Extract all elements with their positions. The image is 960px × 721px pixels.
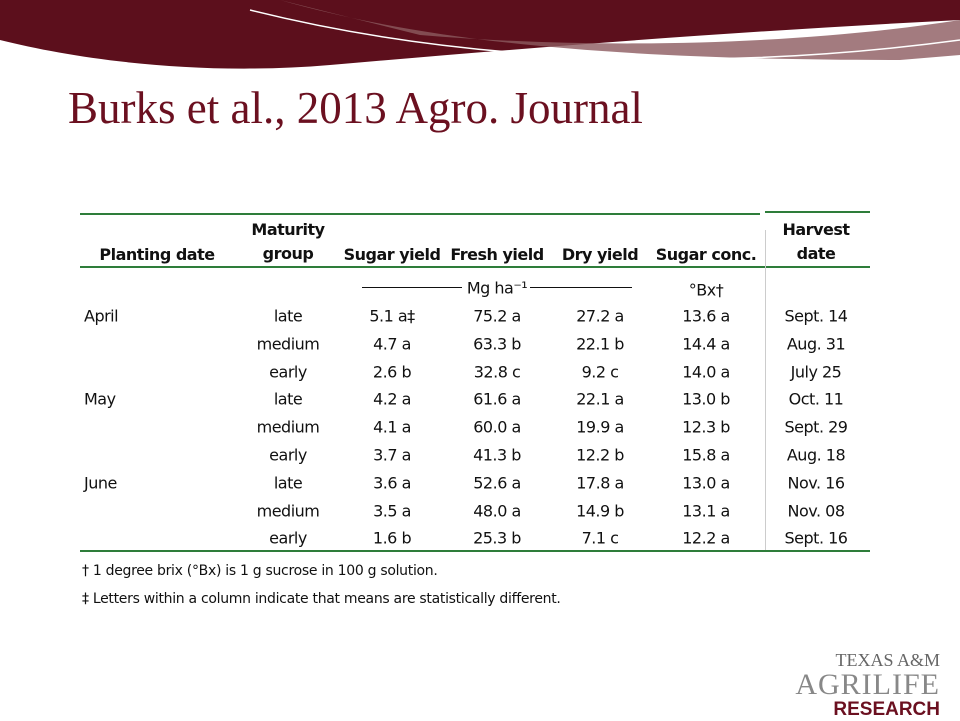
cell: 25.3 b xyxy=(473,528,521,548)
cell: 2.6 b xyxy=(372,362,412,382)
cell: early xyxy=(269,362,307,382)
cell: Sept. 29 xyxy=(784,417,848,437)
cell: 3.6 a xyxy=(373,473,411,493)
cell: 4.1 a xyxy=(373,417,411,437)
rule xyxy=(765,230,766,550)
column-header: Maturity group xyxy=(251,220,325,263)
cell: 63.3 b xyxy=(473,334,521,354)
cell: 75.2 a xyxy=(473,306,521,326)
cell: Nov. 16 xyxy=(787,473,845,493)
cell: 13.0 b xyxy=(682,389,730,409)
cell: 3.5 a xyxy=(373,501,411,521)
cell: late xyxy=(273,389,303,409)
planting-date: June xyxy=(84,473,117,493)
cell: 14.0 a xyxy=(682,362,730,382)
cell: 27.2 a xyxy=(576,306,624,326)
cell: 4.7 a xyxy=(373,334,411,354)
cell: 17.8 a xyxy=(576,473,624,493)
planting-date: April xyxy=(84,306,119,326)
footnote: † 1 degree brix (°Bx) is 1 g sucrose in … xyxy=(82,563,438,579)
logo: TEXAS A&M AGRILIFE RESEARCH xyxy=(795,650,940,721)
cell: Aug. 18 xyxy=(786,445,846,465)
planting-date: May xyxy=(84,389,116,409)
unit-label: Mg ha⁻¹ xyxy=(466,278,528,298)
rule xyxy=(362,287,462,288)
rule xyxy=(80,550,870,552)
cell: medium xyxy=(256,417,320,437)
cell: 32.8 c xyxy=(473,362,521,382)
cell: Oct. 11 xyxy=(788,389,844,409)
cell: late xyxy=(273,306,303,326)
cell: early xyxy=(269,528,307,548)
cell: 1.6 b xyxy=(372,528,412,548)
cell: Sept. 14 xyxy=(784,306,848,326)
column-header: Dry yield xyxy=(561,245,639,264)
cell: early xyxy=(269,445,307,465)
cell: July 25 xyxy=(790,362,842,382)
column-header: Planting date xyxy=(99,245,215,264)
cell: Aug. 31 xyxy=(786,334,846,354)
rule xyxy=(80,213,760,215)
column-header: Harvest date xyxy=(782,220,850,263)
rule xyxy=(80,266,870,268)
cell: 12.2 b xyxy=(576,445,624,465)
title: Burks et al., 2013 Agro. Journal xyxy=(68,83,643,133)
cell: 13.6 a xyxy=(682,306,730,326)
cell: 60.0 a xyxy=(473,417,521,437)
cell: 14.9 b xyxy=(576,501,624,521)
cell: 14.4 a xyxy=(682,334,730,354)
cell: 9.2 c xyxy=(581,362,619,382)
cell: 22.1 b xyxy=(576,334,624,354)
cell: medium xyxy=(256,501,320,521)
column-header: Fresh yield xyxy=(450,245,544,264)
cell: 12.3 b xyxy=(682,417,730,437)
banner xyxy=(0,0,960,69)
cell: 61.6 a xyxy=(473,389,521,409)
logo-line: RESEARCH xyxy=(833,699,940,720)
cell: 15.8 a xyxy=(682,445,730,465)
unit-label: °Bx† xyxy=(688,280,724,300)
cell: 41.3 b xyxy=(473,445,521,465)
logo-line: AGRILIFE xyxy=(795,668,940,701)
cell: 12.2 a xyxy=(682,528,730,548)
cell: 52.6 a xyxy=(473,473,521,493)
cell: 48.0 a xyxy=(473,501,521,521)
cell: Nov. 08 xyxy=(787,501,845,521)
rule xyxy=(765,211,870,213)
cell: 13.0 a xyxy=(682,473,730,493)
footnote: ‡ Letters within a column indicate that … xyxy=(82,591,561,607)
cell: 19.9 a xyxy=(576,417,624,437)
logo-line: TEXAS A&M xyxy=(835,650,940,670)
column-header: Sugar conc. xyxy=(655,245,757,264)
column-header: Sugar yield xyxy=(343,245,441,264)
rule xyxy=(530,287,632,288)
cell: 7.1 c xyxy=(581,528,619,548)
cell: 5.1 a‡ xyxy=(369,306,415,326)
cell: 3.7 a xyxy=(373,445,411,465)
cell: late xyxy=(273,473,303,493)
cell: 13.1 a xyxy=(682,501,730,521)
cell: 4.2 a xyxy=(373,389,411,409)
cell: 22.1 a xyxy=(576,389,624,409)
cell: Sept. 16 xyxy=(784,528,848,548)
cell: medium xyxy=(256,334,320,354)
